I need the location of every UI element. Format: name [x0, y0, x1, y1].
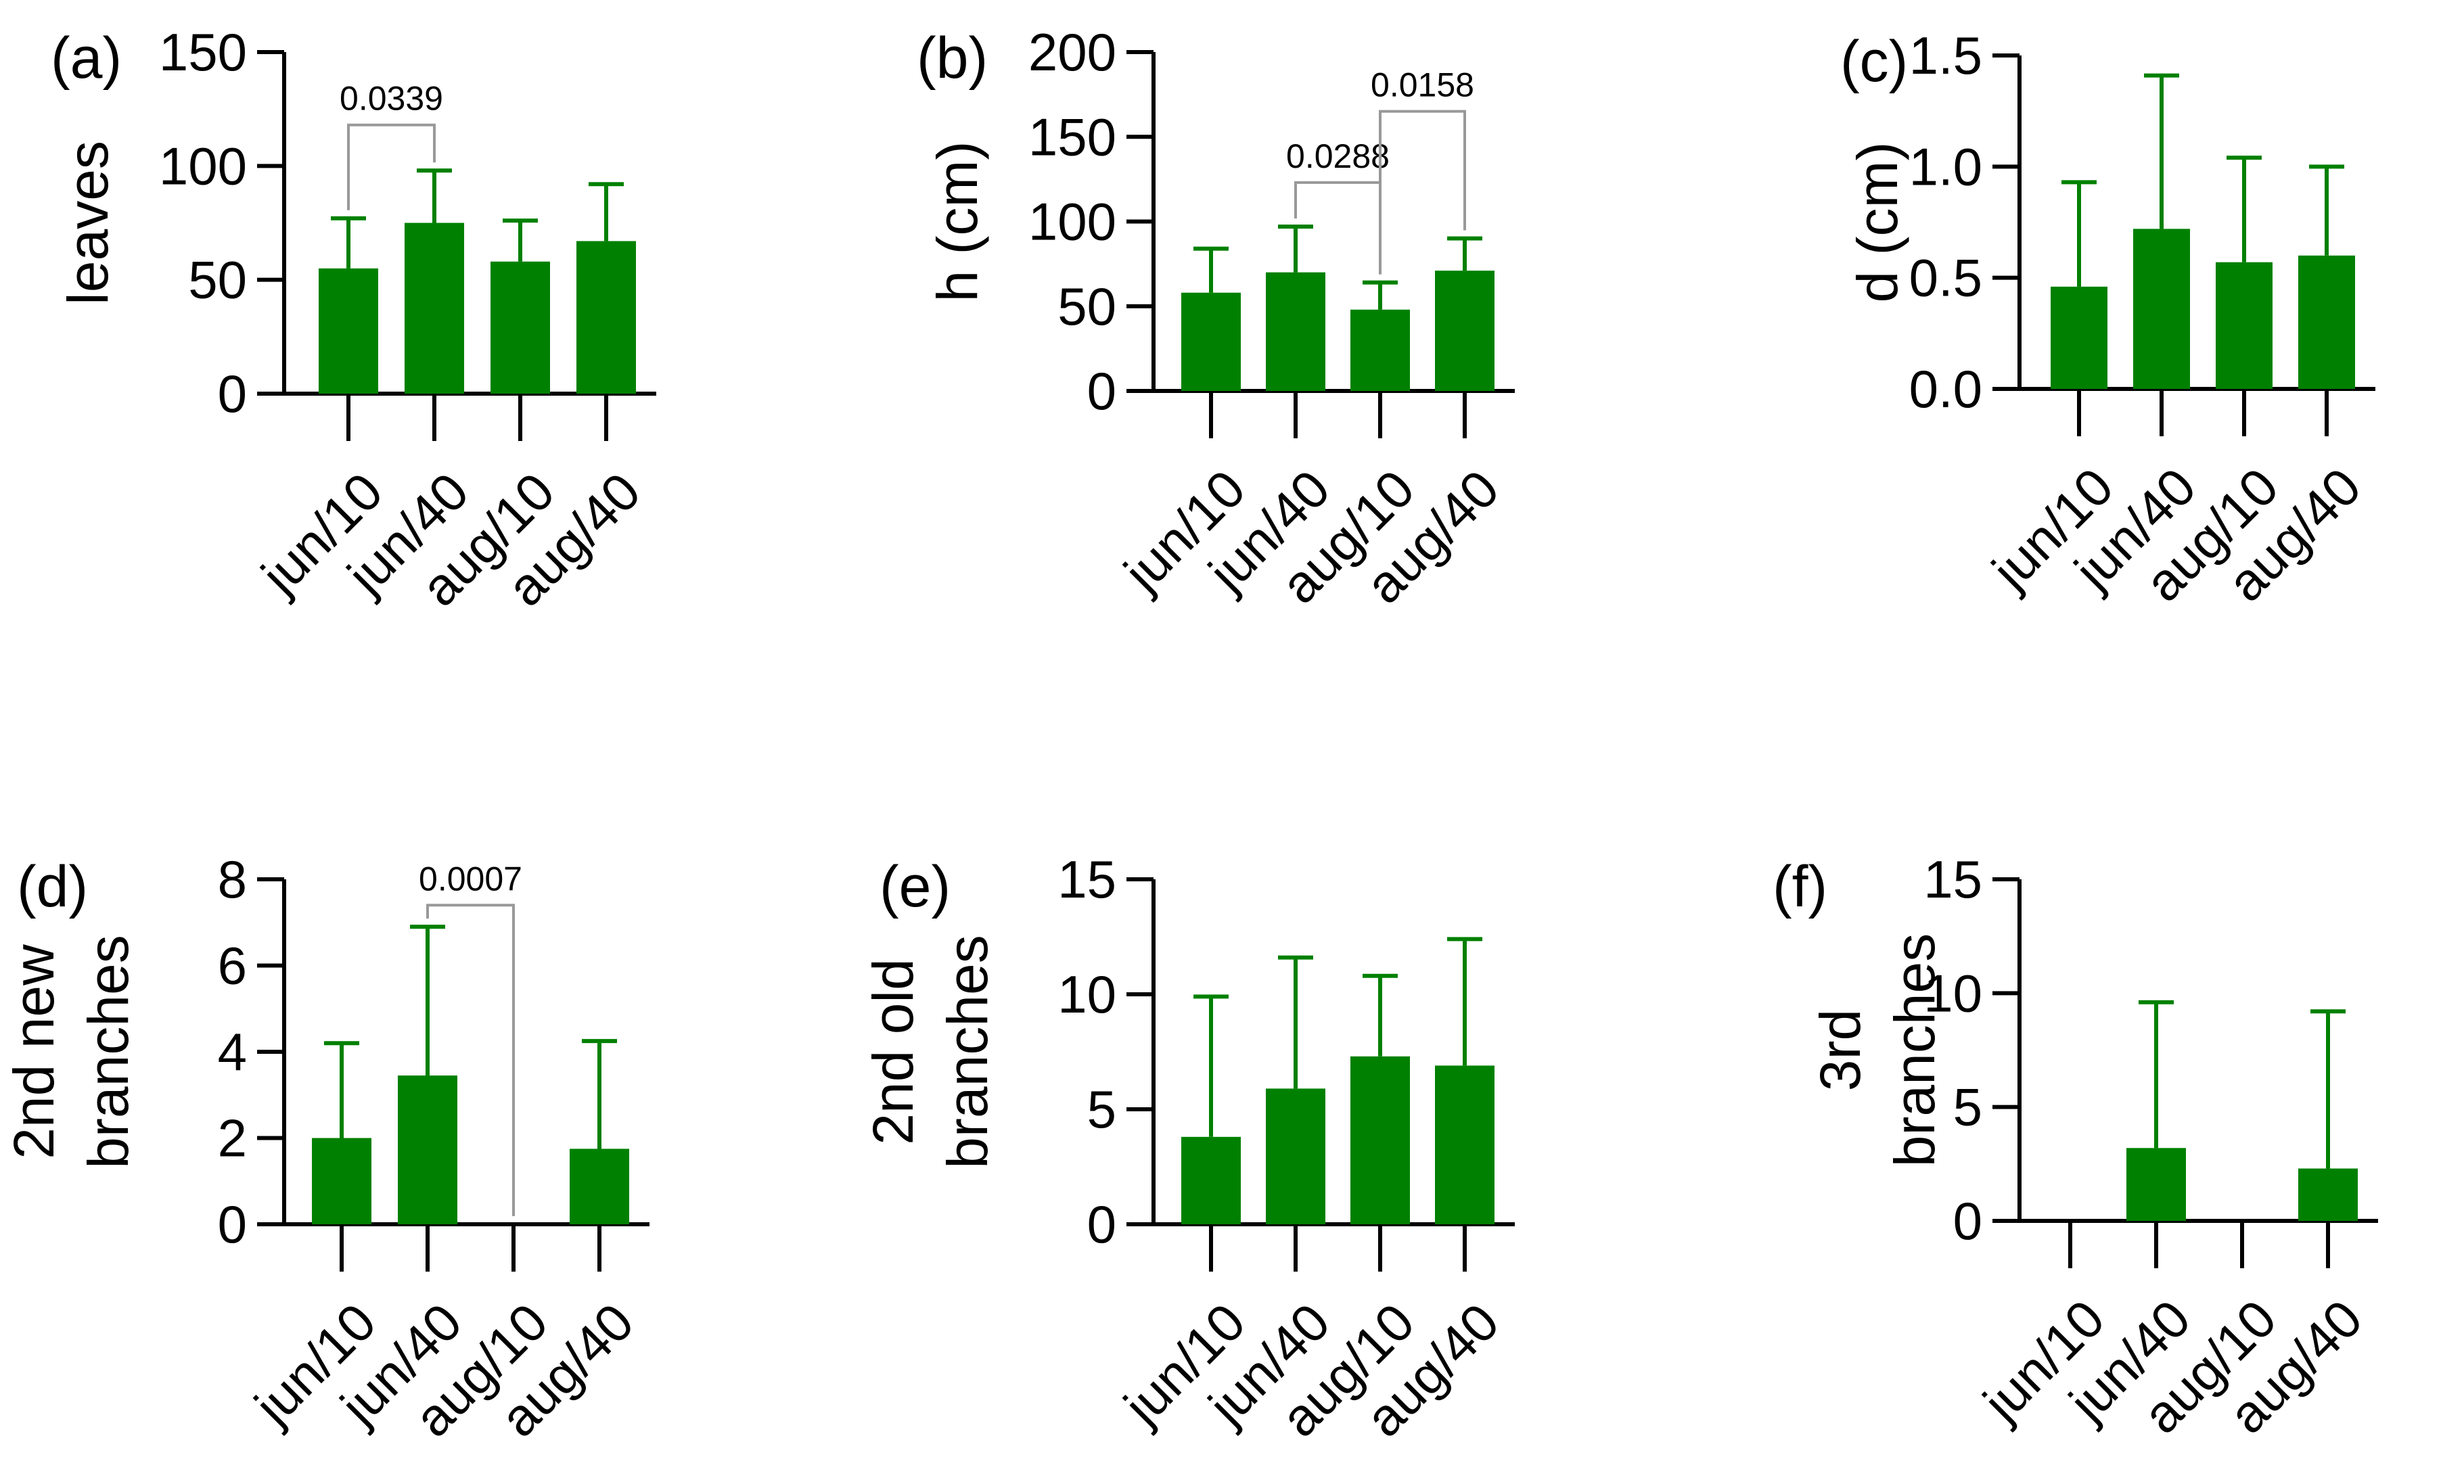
bar[interactable]	[2216, 262, 2273, 389]
y-tick-label: 4	[218, 1022, 247, 1082]
y-axis-label: branches	[936, 935, 999, 1169]
y-tick-label: 0.0	[1909, 359, 1982, 419]
y-tick-label: 2	[218, 1109, 247, 1168]
y-axis-label: branches	[76, 935, 140, 1169]
y-axis-label: d (cm)	[1846, 142, 1909, 303]
bar[interactable]	[398, 1075, 457, 1224]
significance-bracket	[347, 123, 436, 210]
bar[interactable]	[570, 1149, 629, 1224]
y-tick-label: 200	[1028, 22, 1116, 82]
y-tick-label: 0	[218, 1195, 247, 1254]
y-tick-label: 150	[159, 22, 247, 82]
y-tick-label: 10	[1057, 965, 1116, 1024]
panel-label: (a)	[51, 26, 122, 91]
panel-label: (e)	[880, 854, 951, 919]
y-tick-label: 6	[218, 936, 247, 996]
bar[interactable]	[312, 1138, 371, 1225]
bar[interactable]	[1350, 1056, 1410, 1224]
y-axis-label: branches	[1883, 933, 1946, 1167]
y-tick-label: 0	[218, 364, 247, 423]
bar[interactable]	[319, 268, 378, 394]
bar[interactable]	[1181, 1136, 1241, 1224]
bar[interactable]	[2126, 1148, 2186, 1221]
y-axis-label: h (cm)	[926, 141, 989, 302]
y-tick-label: 15	[1923, 850, 1982, 909]
bar[interactable]	[2298, 1168, 2358, 1221]
y-tick-label: 100	[159, 136, 247, 195]
bar[interactable]	[576, 241, 636, 394]
bar[interactable]	[1435, 1065, 1495, 1224]
panel-label: (f)	[1773, 854, 1827, 919]
y-tick-label: 0.5	[1909, 248, 1982, 308]
panel-label: (c)	[1840, 29, 1908, 94]
bar[interactable]	[1350, 309, 1410, 391]
y-axis-label: 3rd	[1808, 1009, 1872, 1091]
p-value-label: 0.0007	[419, 860, 522, 898]
panel-label: (d)	[17, 854, 88, 919]
y-tick-label: 0	[1087, 361, 1116, 421]
p-value-label: 0.0158	[1371, 66, 1474, 104]
y-tick-label: 5	[1953, 1077, 1982, 1137]
significance-bracket	[426, 904, 515, 1216]
y-tick-label: 0	[1087, 1195, 1116, 1254]
panel-label: (b)	[917, 26, 988, 91]
y-tick-label: 8	[218, 850, 247, 909]
bar[interactable]	[405, 223, 464, 394]
bar[interactable]	[1266, 1088, 1325, 1224]
bar[interactable]	[1435, 271, 1495, 391]
bar[interactable]	[1266, 272, 1325, 391]
bar[interactable]	[2051, 286, 2107, 389]
significance-bracket	[1379, 110, 1466, 275]
y-axis-label: leaves	[56, 141, 120, 305]
y-tick-label: 0	[1953, 1191, 1982, 1251]
bar[interactable]	[1181, 292, 1241, 391]
y-tick-label: 50	[188, 250, 247, 310]
y-tick-label: 15	[1057, 850, 1116, 909]
p-value-label: 0.0288	[1286, 137, 1390, 175]
y-tick-label: 10	[1923, 963, 1982, 1023]
y-axis-label: 2nd old	[861, 958, 925, 1145]
y-tick-label: 1.0	[1909, 137, 1982, 196]
y-tick-label: 50	[1057, 277, 1116, 336]
p-value-label: 0.0339	[340, 80, 443, 118]
bar[interactable]	[490, 261, 550, 394]
y-axis-label: 2nd new	[2, 944, 66, 1159]
bar[interactable]	[2298, 255, 2355, 389]
y-tick-label: 5	[1087, 1080, 1116, 1139]
y-tick-label: 100	[1028, 192, 1116, 252]
y-tick-label: 150	[1028, 107, 1116, 166]
y-tick-label: 1.5	[1909, 26, 1982, 85]
bar[interactable]	[2133, 229, 2190, 389]
